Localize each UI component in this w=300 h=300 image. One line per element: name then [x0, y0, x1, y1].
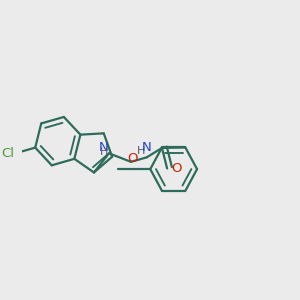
- Text: N: N: [142, 141, 152, 154]
- Text: N: N: [99, 141, 109, 154]
- Text: O: O: [128, 152, 138, 165]
- Text: Cl: Cl: [2, 147, 15, 160]
- Text: H: H: [100, 147, 108, 157]
- Text: H: H: [137, 146, 146, 156]
- Text: O: O: [171, 162, 182, 175]
